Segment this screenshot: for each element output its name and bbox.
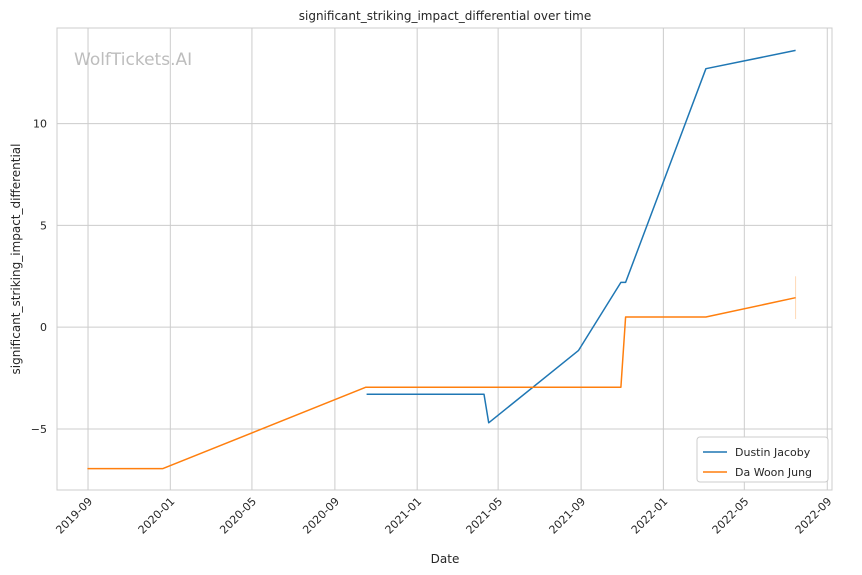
y-axis-title: significant_striking_impact_differential (9, 144, 23, 375)
x-tick-label: 2019-09 (53, 495, 95, 537)
series-line-dustin-jacoby (366, 49, 796, 424)
y-tick-label: 5 (40, 219, 47, 232)
x-tick-label: 2022-09 (793, 495, 835, 537)
legend: Dustin Jacoby Da Woon Jung (696, 436, 829, 483)
y-tick-labels: −5 0 5 10 (31, 118, 47, 436)
legend-box (696, 436, 829, 483)
legend-label-da-woon-jung: Da Woon Jung (735, 466, 812, 479)
y-grid (57, 123, 832, 430)
legend-label-dustin-jacoby: Dustin Jacoby (735, 446, 811, 459)
plot-background (57, 28, 832, 490)
y-tick-label: 10 (33, 118, 47, 131)
x-tick-labels: 2019-09 2020-01 2020-05 2020-09 2021-01 2021-… (53, 495, 834, 537)
x-grid (87, 28, 828, 490)
y-tick-label: −5 (31, 423, 47, 436)
x-tick-label: 2022-01 (629, 495, 671, 537)
watermark-text: WolfTickets.AI (74, 50, 192, 70)
series-layer (87, 49, 797, 470)
x-axis-title: Date (431, 552, 460, 566)
x-tick-label: 2021-01 (383, 495, 425, 537)
x-tick-label: 2021-09 (547, 495, 589, 537)
y-tick-label: 0 (40, 321, 47, 334)
plot-frame (56, 27, 833, 491)
x-tick-label: 2020-05 (217, 495, 259, 537)
x-tick-label: 2022-05 (710, 495, 752, 537)
chart-title: significant_striking_impact_differential… (299, 9, 591, 23)
x-tick-label: 2020-01 (136, 495, 178, 537)
x-tick-label: 2020-09 (300, 495, 342, 537)
x-tick-label: 2021-05 (464, 495, 506, 537)
series-line-da-woon-jung (87, 296, 796, 470)
